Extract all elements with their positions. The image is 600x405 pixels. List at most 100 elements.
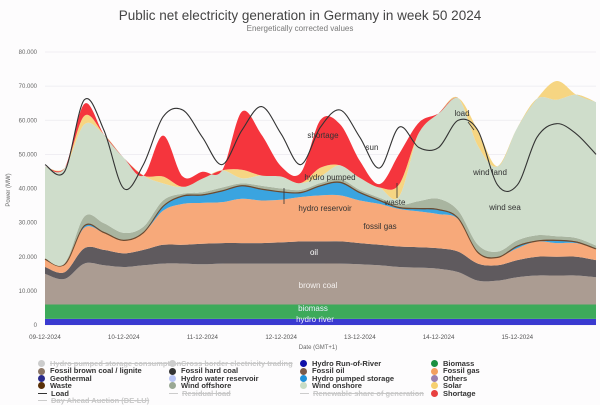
annotation-oil: oil <box>310 248 318 257</box>
legend-dot-icon <box>300 367 307 375</box>
area-fossil-gas <box>45 194 596 273</box>
legend-label: Hydro pumped storage consumption <box>50 359 182 368</box>
legend-item[interactable]: Load <box>38 388 181 398</box>
annotations: shortage sun load hydro pumped hydro reservo… <box>283 109 521 324</box>
legend-label: Solar <box>443 381 462 391</box>
legend-item[interactable]: Biomass <box>431 360 480 367</box>
legend-item[interactable]: Wind onshore <box>300 382 424 390</box>
x-tick-labels: 09-12-2024 10-12-2024 11-12-2024 12-12-2024… <box>29 334 533 341</box>
annotation-fossil-gas: fossil gas <box>363 222 396 231</box>
legend-dot-icon <box>431 382 438 390</box>
legend-item[interactable]: Day Ahead Auction (DE-LU) <box>38 395 181 405</box>
legend-line-icon <box>300 392 309 394</box>
legend-dot-icon <box>300 374 307 382</box>
area-wind-onshore <box>45 94 596 266</box>
y-tick-label: 70.000 <box>19 84 38 90</box>
annotation-biomass: biomass <box>298 304 328 313</box>
legend-item[interactable]: Wind offshore <box>169 381 293 391</box>
x-tick-label: 15-12-2024 <box>501 334 533 341</box>
legend-item[interactable]: Hydro pumped storage <box>300 373 424 383</box>
y-tick-label: 60.000 <box>19 118 38 124</box>
legend-dot-icon <box>300 360 307 368</box>
legend-item[interactable]: Fossil gas <box>431 366 480 376</box>
stacked-areas <box>44 80 597 325</box>
legend-dot-icon <box>38 382 45 390</box>
legend-label: Others <box>443 373 468 383</box>
legend-item[interactable]: Fossil brown coal / lignite <box>38 367 181 375</box>
legend-label: Hydro water reservoir <box>181 373 259 383</box>
legend-label: Biomass <box>443 359 475 368</box>
legend-dot-icon <box>169 360 176 368</box>
annotation-wind-sea: wind sea <box>488 203 521 212</box>
load-line <box>44 97 597 193</box>
y-tick-label: 40.000 <box>19 187 38 193</box>
y-axis-label: Power (MW) <box>6 173 12 206</box>
legend-item[interactable]: Solar <box>431 381 480 391</box>
legend-label: Renewable share of generation <box>313 388 424 398</box>
area-fossil-hard-coal <box>45 241 596 282</box>
legend-label: Day Ahead Auction (DE-LU) <box>51 395 150 405</box>
x-tick-label: 13-12-2024 <box>344 334 376 341</box>
legend-item[interactable]: Renewable share of generation <box>300 388 424 398</box>
x-tick-label: 09-12-2024 <box>29 334 61 341</box>
legend-item[interactable]: Hydro Run-of-River <box>300 360 424 367</box>
chart-title: Public net electricity generation in Ger… <box>118 8 482 23</box>
annotation-hydro-reservoir: hydro reservoir <box>298 204 352 213</box>
area-waste <box>44 181 597 267</box>
x-tick-label: 11-12-2024 <box>187 334 219 341</box>
legend-label: Fossil hard coal <box>181 366 239 376</box>
legend-item[interactable]: Residual load <box>169 388 293 398</box>
legend-label: Fossil gas <box>443 366 480 376</box>
legend-label: Fossil oil <box>312 366 345 376</box>
chart-subtitle: Energetically corrected values <box>246 24 354 33</box>
legend-item[interactable]: Others <box>431 373 480 383</box>
legend-item[interactable]: Fossil oil <box>300 366 424 376</box>
y-tick-label: 20.000 <box>19 255 38 261</box>
y-tick-label: 0 <box>34 323 38 329</box>
legend-label: Shortage <box>443 388 476 398</box>
legend-item[interactable]: Cross border electricity trading <box>169 360 293 367</box>
legend-dot-icon <box>38 360 45 368</box>
legend-label: Residual load <box>182 388 231 398</box>
x-axis-label: Date (GMT+1) <box>299 345 338 351</box>
legend-item[interactable]: Waste <box>38 381 181 391</box>
legend-dot-icon <box>169 382 176 390</box>
legend-label: Waste <box>50 381 72 391</box>
area-biomass <box>45 304 596 319</box>
legend-label: Hydro Run-of-River <box>312 359 382 368</box>
legend-dot-icon <box>169 374 176 382</box>
area-hydro-run-of-river <box>45 318 596 325</box>
legend-column: Cross border electricity trading Fossil h… <box>169 360 293 397</box>
annotation-load: load <box>454 109 469 118</box>
legend-label: Wind offshore <box>181 381 232 391</box>
legend-item[interactable]: Hydro water reservoir <box>169 373 293 383</box>
annotation-sun: sun <box>366 143 379 152</box>
y-tick-labels: 0 10.000 20.000 30.000 40.000 50.000 60.000 70.… <box>19 50 38 329</box>
legend-item[interactable]: Hydro pumped storage consumption <box>38 360 181 367</box>
x-tick-label: 10-12-2024 <box>108 334 140 341</box>
legend-item[interactable]: Geothermal <box>38 373 181 383</box>
annotation-hydro-pumped: hydro pumped <box>304 173 355 182</box>
legend-column: Hydro Run-of-River Fossil oil Hydro pumped… <box>300 360 424 397</box>
area-solar <box>45 80 596 200</box>
legend-label: Load <box>51 388 69 398</box>
legend-item[interactable]: Shortage <box>431 388 480 398</box>
annotation-wind-land: wind land <box>472 168 507 177</box>
y-tick-label: 50.000 <box>19 152 38 158</box>
annotation-brown-coal: brown coal <box>299 281 338 290</box>
legend-dot-icon <box>431 360 438 368</box>
legend-dot-icon <box>431 367 438 375</box>
legend-line-icon <box>38 392 47 394</box>
legend-line-icon <box>169 392 178 394</box>
legend-line-icon <box>38 399 47 402</box>
legend-dot-icon <box>38 374 45 382</box>
annotation-pointer <box>467 121 475 131</box>
annotation-waste: waste <box>384 198 406 207</box>
legend-item[interactable]: Fossil hard coal <box>169 366 293 376</box>
legend-label: Geothermal <box>50 373 92 383</box>
y-tick-label: 10.000 <box>19 289 38 295</box>
y-tick-label: 80.000 <box>19 50 38 56</box>
legend-label: Hydro pumped storage <box>312 373 395 383</box>
annotation-shortage: shortage <box>307 131 339 140</box>
legend-column: Biomass Fossil gas Others Solar Shortage <box>431 360 480 397</box>
